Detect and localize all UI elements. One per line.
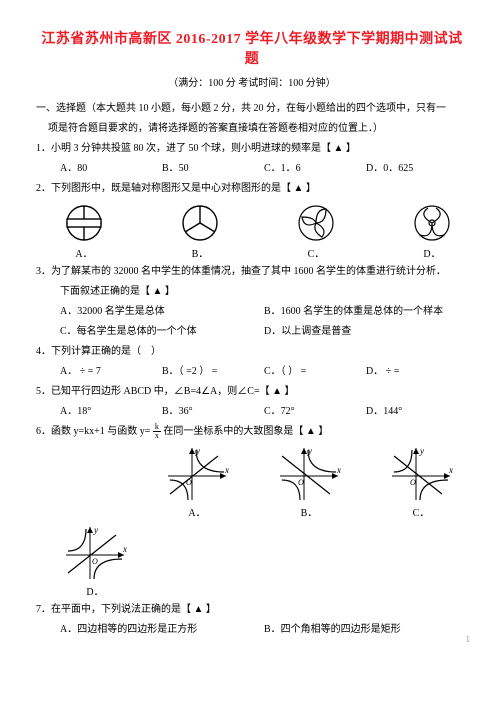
exam-subtitle: （满分：100 分 考试时间：100 分钟） (36, 74, 468, 89)
q6-graph-b: x y O B． (274, 444, 344, 519)
graph-a-icon: x y O (162, 444, 232, 504)
q5-stem: 5．已知平行四边形 ABCD 中，∠B=4∠A，则∠C=【 ▲ 】 (36, 382, 468, 402)
shape-circle-blades-icon (292, 203, 340, 245)
q6-graph-a: x y O A． (162, 444, 232, 519)
q7-opt-b: B．四个角相等的四边形是矩形 (264, 620, 468, 640)
q1-opt-b: B．50 (162, 159, 264, 179)
q2-opt-c-label: C． (292, 245, 340, 260)
svg-text:O: O (298, 478, 304, 487)
q5-opt-a: A．18° (60, 402, 162, 422)
q6-stem: 6．函数 y=kx+1 与函数 y= kx 在同一坐标系中的大致图象是【 ▲ 】 (36, 422, 468, 442)
q6-graphs-row-2: x y O D． (36, 521, 468, 600)
svg-text:y: y (419, 446, 424, 456)
q4-options: A． ÷ = 7 B．（ =2 ） = C．（ ） = D． ÷ = (36, 362, 468, 382)
page: 江苏省苏州市高新区 2016-2017 学年八年级数学下学期期中测试试题 （满分… (0, 0, 504, 650)
q3-opt-a: A．32000 名学生是总体 (60, 302, 264, 322)
q6-fraction: kx (153, 423, 161, 440)
q6-frac-d: x (153, 432, 161, 440)
q7-opt-a: A．四边相等的四边形是正方形 (60, 620, 264, 640)
q4-opt-b: B．（ =2 ） = (162, 362, 264, 382)
q5-opt-b: B．36° (162, 402, 264, 422)
q3-stem-1: 3．为了解某市的 32000 名中学生的体重情况，抽查了其中 1600 名学生的… (36, 262, 468, 282)
q3-options: A．32000 名学生是总体 B．1600 名学生的体重是总体的一个样本 C．每… (36, 302, 468, 342)
q6-stem-post: 在同一坐标系中的大致图象是【 ▲ 】 (163, 426, 328, 437)
q2-shapes: A． B． C． D． (36, 199, 468, 262)
q4-stem: 4．下列计算正确的是（ ） (36, 342, 468, 362)
q4-opt-a: A． ÷ = 7 (60, 362, 162, 382)
q1-opt-d: D．0．625 (366, 159, 468, 179)
q2-shape-d: D． (408, 203, 456, 260)
q6-opt-c-label: C． (386, 504, 456, 519)
q1-opt-a: A．80 (60, 159, 162, 179)
q5-opt-d: D．144° (366, 402, 468, 422)
svg-text:O: O (410, 478, 416, 487)
q7-options: A．四边相等的四边形是正方形 B．四个角相等的四边形是矩形 (36, 620, 468, 640)
q6-spacer (60, 444, 120, 519)
exam-title: 江苏省苏州市高新区 2016-2017 学年八年级数学下学期期中测试试题 (36, 28, 468, 68)
q1-stem: 1．小明 3 分钟共投篮 80 次，进了 50 个球，则小明进球的频率是【 ▲ … (36, 139, 468, 159)
q4-opt-c: C．（ ） = (264, 362, 366, 382)
shape-circle-y-icon (176, 203, 224, 245)
graph-d-icon: x y O (60, 523, 130, 583)
q3-opt-c: C．每名学生是总体的一个个体 (60, 322, 264, 342)
q6-graphs-row-1: x y O A． x y O B． (36, 442, 468, 521)
q6-opt-b-label: B． (274, 504, 344, 519)
shape-circle-triangle-icon (408, 203, 456, 245)
q3-opt-d: D．以上调查是普查 (264, 322, 468, 342)
q6-opt-d-label: D． (60, 583, 130, 598)
q1-stem-text: 1．小明 3 分钟共投篮 80 次，进了 50 个球，则小明进球的频率是【 ▲ … (36, 143, 356, 154)
shape-circle-cross-icon (60, 203, 108, 245)
q1-options: A．80 B．50 C．1．6 D．0．625 (36, 159, 468, 179)
q5-opt-c: C．72° (264, 402, 366, 422)
q2-shape-c: C． (292, 203, 340, 260)
q2-opt-b-label: B． (176, 245, 224, 260)
q3-stem-2: 下面叙述正确的是【 ▲ 】 (36, 282, 468, 302)
graph-c-icon: x y O (386, 444, 456, 504)
q3-opt-b: B．1600 名学生的体重是总体的一个样本 (264, 302, 468, 322)
q6-opt-a-label: A． (162, 504, 232, 519)
svg-text:y: y (93, 525, 98, 535)
q2-stem: 2．下列图形中，既是轴对称图形又是中心对称图形的是【 ▲ 】 (36, 179, 468, 199)
svg-text:x: x (336, 465, 341, 475)
q2-shape-a: A． (60, 203, 108, 260)
q4-opt-d: D． ÷ = (366, 362, 468, 382)
graph-b-icon: x y O (274, 444, 344, 504)
q1-opt-c: C．1．6 (264, 159, 366, 179)
q6-stem-pre: 6．函数 y=kx+1 与函数 y= (36, 426, 153, 437)
page-number: 1 (466, 634, 471, 644)
q6-graph-d: x y O D． (60, 523, 130, 598)
svg-text:x: x (122, 544, 127, 554)
q2-opt-d-label: D． (408, 245, 456, 260)
q7-stem: 7．在平面中，下列说法正确的是【 ▲ 】 (36, 600, 468, 620)
q6-graph-c: x y O C． (386, 444, 456, 519)
q5-options: A．18° B．36° C．72° D．144° (36, 402, 468, 422)
section-line-2: 项是符合题目要求的，请将选择题的答案直接填在答题卷相对应的位置上．） (36, 119, 468, 139)
q2-shape-b: B． (176, 203, 224, 260)
svg-text:x: x (224, 465, 229, 475)
svg-text:x: x (448, 465, 453, 475)
svg-text:O: O (92, 557, 98, 566)
q2-opt-a-label: A． (60, 245, 108, 260)
section-line-1: 一、选择题（本大题共 10 小题，每小题 2 分，共 20 分，在每小题给出的四… (36, 99, 468, 119)
